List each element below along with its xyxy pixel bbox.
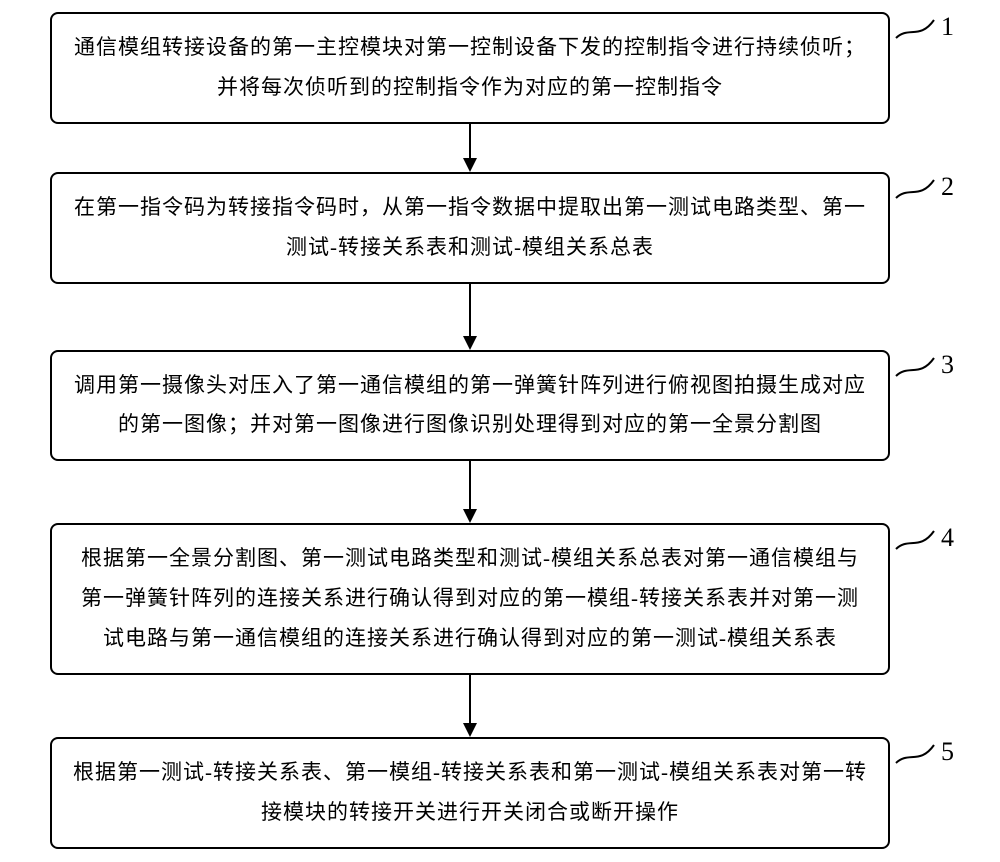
arrow-down: [460, 124, 480, 172]
number-connector: [894, 527, 938, 557]
flow-arrow: [50, 124, 890, 172]
flow-step: 根据第一全景分割图、第一测试电路类型和测试-模组关系总表对第一通信模组与第一弹簧…: [50, 523, 950, 675]
flowchart-container: 通信模组转接设备的第一主控模块对第一控制设备下发的控制指令进行持续侦听；并将每次…: [50, 12, 950, 849]
flow-step-text: 通信模组转接设备的第一主控模块对第一控制设备下发的控制指令进行持续侦听；并将每次…: [74, 35, 866, 99]
flow-step-box: 在第一指令码为转接指令码时，从第一指令数据中提取出第一测试电路类型、第一测试-转…: [50, 172, 890, 284]
flow-step: 在第一指令码为转接指令码时，从第一指令数据中提取出第一测试电路类型、第一测试-转…: [50, 172, 950, 284]
arrow-down: [460, 461, 480, 523]
flow-step-box: 根据第一全景分割图、第一测试电路类型和测试-模组关系总表对第一通信模组与第一弹簧…: [50, 523, 890, 675]
flow-step-text: 根据第一全景分割图、第一测试电路类型和测试-模组关系总表对第一通信模组与第一弹簧…: [81, 546, 859, 650]
flow-step-text: 在第一指令码为转接指令码时，从第一指令数据中提取出第一测试电路类型、第一测试-转…: [74, 195, 866, 259]
flow-step: 调用第一摄像头对压入了第一通信模组的第一弹簧针阵列进行俯视图拍摄生成对应的第一图…: [50, 350, 950, 462]
arrow-down: [460, 284, 480, 350]
number-connector: [894, 354, 938, 384]
flow-step-box: 通信模组转接设备的第一主控模块对第一控制设备下发的控制指令进行持续侦听；并将每次…: [50, 12, 890, 124]
flow-step-number: 3: [941, 350, 954, 380]
number-connector: [894, 16, 938, 46]
flow-step: 通信模组转接设备的第一主控模块对第一控制设备下发的控制指令进行持续侦听；并将每次…: [50, 12, 950, 124]
flow-step-number: 5: [941, 737, 954, 767]
flow-step: 根据第一测试-转接关系表、第一模组-转接关系表和第一测试-模组关系表对第一转接模…: [50, 737, 950, 849]
arrow-down: [460, 675, 480, 737]
flow-step-text: 调用第一摄像头对压入了第一通信模组的第一弹簧针阵列进行俯视图拍摄生成对应的第一图…: [74, 373, 866, 437]
flow-arrow: [50, 284, 890, 350]
number-connector: [894, 741, 938, 771]
flow-step-number: 1: [941, 12, 954, 42]
flow-arrow: [50, 461, 890, 523]
flow-step-number: 2: [941, 172, 954, 202]
number-connector: [894, 176, 938, 206]
flow-step-text: 根据第一测试-转接关系表、第一模组-转接关系表和第一测试-模组关系表对第一转接模…: [73, 760, 867, 824]
flow-step-box: 调用第一摄像头对压入了第一通信模组的第一弹簧针阵列进行俯视图拍摄生成对应的第一图…: [50, 350, 890, 462]
flow-step-number: 4: [941, 523, 954, 553]
flow-arrow: [50, 675, 890, 737]
flow-step-box: 根据第一测试-转接关系表、第一模组-转接关系表和第一测试-模组关系表对第一转接模…: [50, 737, 890, 849]
